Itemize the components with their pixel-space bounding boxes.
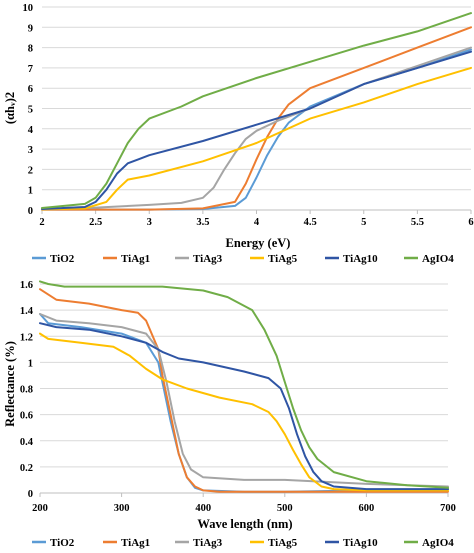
reflectance-y-tick-label: 0 bbox=[28, 489, 33, 500]
reflectance-y-tick-label: 0.4 bbox=[20, 437, 34, 448]
energy-y-tick-label: 3 bbox=[28, 145, 33, 156]
energy-x-tick-label: 5 bbox=[361, 217, 366, 228]
energy-y-tick-labels: 0 1 2 3 4 5 6 7 8 9 10 bbox=[23, 3, 34, 217]
reflectance-series-line-tiag10 bbox=[39, 322, 449, 491]
reflectance-series-line-tiag5 bbox=[39, 332, 449, 492]
reflectance-y-tick-label: 1.6 bbox=[20, 280, 33, 291]
reflectance-x-tick-label: 700 bbox=[440, 503, 456, 514]
reflectance-legend-label: TiAg1 bbox=[121, 537, 150, 549]
reflectance-x-tick-label: 600 bbox=[359, 503, 375, 514]
reflectance-series-line-tiag1 bbox=[39, 288, 449, 493]
energy-series-line-tiag10 bbox=[41, 50, 472, 210]
reflectance-x-tick-label: 300 bbox=[114, 503, 130, 514]
reflectance-legend-label: TiAg3 bbox=[193, 537, 223, 549]
energy-legend-label: TiAg3 bbox=[193, 253, 223, 265]
reflectance-y-tick-label: 1.2 bbox=[20, 332, 33, 343]
energy-x-tick-label: 3 bbox=[147, 217, 152, 228]
reflectance-x-tick-labels: 200 300 400 500 600 700 bbox=[32, 503, 456, 514]
reflectance-x-axis-title: Wave length (nm) bbox=[197, 517, 292, 531]
reflectance-y-tick-labels: 0 0.2 0.4 0.6 0.8 1 1.2 1.4 1.6 bbox=[20, 280, 34, 500]
energy-series bbox=[41, 12, 472, 211]
energy-series-line-tiag1 bbox=[41, 26, 472, 211]
energy-legend-label: TiAg5 bbox=[268, 253, 298, 265]
reflectance-legend: TiO2 TiAg1 TiAg3 TiAg5 TiAg10 AgIO4 bbox=[32, 537, 454, 549]
energy-series-line-tio2 bbox=[41, 48, 472, 211]
energy-y-tick-label: 5 bbox=[28, 105, 33, 116]
reflectance-legend-label: TiAg10 bbox=[343, 537, 378, 549]
energy-y-tick-label: 8 bbox=[28, 44, 33, 55]
energy-y-tick-label: 10 bbox=[23, 3, 34, 14]
energy-y-tick-label: 7 bbox=[28, 64, 33, 75]
reflectance-y-tick-label: 0.2 bbox=[20, 463, 33, 474]
reflectance-series-line-agio4 bbox=[39, 280, 449, 489]
energy-x-tick-label: 6 bbox=[468, 217, 473, 228]
energy-series-line-agio4 bbox=[41, 12, 472, 209]
energy-x-tick-label: 2 bbox=[39, 217, 44, 228]
energy-x-axis-title: Energy (eV) bbox=[226, 236, 291, 250]
energy-y-tick-label: 6 bbox=[28, 84, 33, 95]
energy-series-line-tiag5 bbox=[41, 66, 472, 211]
reflectance-x-tick-label: 500 bbox=[277, 503, 293, 514]
energy-legend-label: TiAg10 bbox=[343, 253, 378, 265]
energy-legend: TiO2 TiAg1 TiAg3 TiAg5 TiAg10 AgIO4 bbox=[32, 253, 454, 265]
reflectance-series-line-tiag3 bbox=[39, 313, 449, 488]
reflectance-y-tick-label: 0.8 bbox=[20, 385, 33, 396]
energy-legend-label: TiAg1 bbox=[121, 253, 150, 265]
energy-y-tick-label: 9 bbox=[28, 23, 33, 34]
energy-x-tick-label: 5.5 bbox=[411, 217, 424, 228]
reflectance-axes bbox=[39, 492, 449, 497]
energy-y-tick-label: 1 bbox=[28, 186, 33, 197]
energy-x-tick-label: 4 bbox=[254, 217, 260, 228]
energy-y-tick-label: 4 bbox=[28, 125, 34, 136]
reflectance-y-tick-label: 0.6 bbox=[20, 411, 33, 422]
reflectance-series bbox=[39, 280, 449, 493]
energy-x-tick-label: 2.5 bbox=[89, 217, 102, 228]
energy-legend-label: TiO2 bbox=[50, 253, 75, 265]
energy-y-tick-label: 2 bbox=[28, 165, 33, 176]
reflectance-legend-label: TiAg5 bbox=[268, 537, 298, 549]
energy-y-tick-label: 0 bbox=[28, 206, 33, 217]
reflectance-x-tick-label: 400 bbox=[195, 503, 211, 514]
reflectance-x-tick-label: 200 bbox=[32, 503, 48, 514]
reflectance-legend-label: TiO2 bbox=[50, 537, 75, 549]
reflectance-gridlines bbox=[40, 283, 448, 468]
energy-y-axis-title: (αhᵥ)2 bbox=[3, 92, 17, 124]
energy-x-tick-label: 4.5 bbox=[304, 217, 317, 228]
energy-x-tick-labels: 2 2.5 3 3.5 4 4.5 5 5.5 6 bbox=[39, 217, 473, 228]
reflectance-chart: 0 0.2 0.4 0.6 0.8 1 1.2 1.4 1.6 200 300 400 500 600 7… bbox=[3, 280, 456, 549]
energy-legend-label: AgIO4 bbox=[422, 253, 454, 265]
energy-x-tick-label: 3.5 bbox=[196, 217, 209, 228]
reflectance-y-axis-title: Reflectance (%) bbox=[3, 341, 17, 427]
reflectance-y-tick-label: 1 bbox=[28, 358, 33, 369]
reflectance-y-tick-label: 1.4 bbox=[20, 306, 34, 317]
energy-chart: 0 1 2 3 4 5 6 7 8 9 10 2 2.5 3 3.5 4 4.5 5 5.5 6 Energy (e… bbox=[3, 3, 474, 265]
reflectance-legend-label: AgIO4 bbox=[422, 537, 454, 549]
